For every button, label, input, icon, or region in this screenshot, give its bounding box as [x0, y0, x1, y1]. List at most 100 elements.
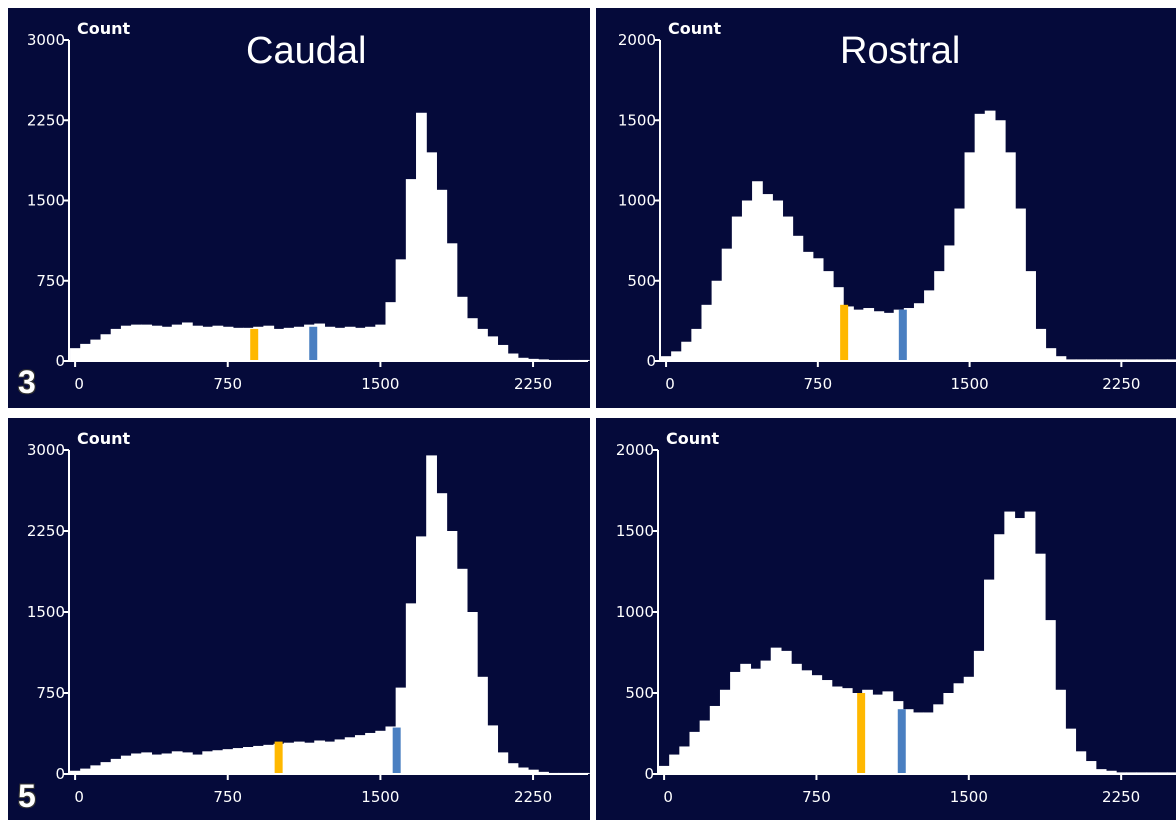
histogram-bar: [90, 339, 102, 361]
histogram-bar: [1095, 769, 1107, 774]
threshold-marker-left: [250, 328, 259, 361]
histogram-bar: [1055, 356, 1067, 361]
histogram-bar: [760, 660, 772, 774]
histogram-bar: [253, 326, 264, 361]
histogram-bar: [263, 744, 275, 774]
histogram-bar: [671, 351, 682, 361]
histogram-bar: [344, 737, 356, 774]
histogram-bar: [923, 712, 934, 774]
histogram-bar: [750, 668, 762, 774]
histogram-bar: [801, 670, 812, 774]
histogram-bar: [354, 327, 366, 361]
histogram-bar: [426, 455, 437, 774]
histogram-bar: [212, 325, 224, 361]
histogram-bar: [772, 200, 784, 361]
histogram-bar: [151, 325, 163, 361]
histogram-bar: [385, 302, 397, 361]
chart-panel-top-right: 0 500 1000 1500 2000 0 750 1500 2250 Count Rostra…: [596, 8, 1176, 408]
chart-panel-bottom-left: 0 750 1500 2250 3000 0 750 1500 2250 Count 5: [8, 418, 590, 820]
x-tick-label: 750: [802, 788, 831, 806]
histogram-bar: [181, 322, 193, 361]
histogram-bar: [263, 325, 275, 361]
histogram-bar: [517, 767, 529, 774]
histogram-bar: [202, 326, 214, 361]
histogram-bar: [902, 709, 914, 774]
histogram-bar: [131, 753, 142, 774]
histogram-bar: [944, 245, 956, 361]
histogram-bar: [100, 762, 112, 774]
row-label-bottom: 5: [18, 778, 36, 814]
y-tick-label: 2250: [27, 111, 65, 129]
histogram-bar: [314, 323, 326, 361]
histogram-bar: [709, 705, 721, 774]
histogram-bar: [497, 752, 509, 774]
histogram-bar: [954, 208, 966, 361]
histogram-bar: [721, 248, 733, 361]
x-tick-label: 0: [74, 788, 84, 806]
histogram-bar: [487, 336, 499, 361]
histogram-bar: [1024, 511, 1036, 774]
histogram-bar: [181, 752, 193, 774]
y-tick-label: 1500: [616, 522, 654, 540]
x-tick-label: 0: [663, 788, 673, 806]
histogram-bar: [232, 748, 244, 774]
histogram-bar: [833, 287, 844, 361]
histogram-bar: [538, 771, 549, 774]
y-tick-label: 2000: [618, 31, 656, 49]
histogram-bar: [517, 357, 529, 361]
histogram-bar: [151, 754, 163, 774]
y-tick-label: 0: [55, 765, 65, 783]
y-tick-label: 750: [36, 684, 65, 702]
chart-panel-bottom-right: 0 500 1000 1500 2000 0 750 1500 2250 Count: [596, 418, 1176, 820]
histogram-bar: [1035, 328, 1047, 361]
histogram-bar: [110, 758, 122, 774]
histogram-bar: [963, 676, 975, 774]
threshold-marker-right: [392, 727, 401, 774]
x-tick-label: 750: [213, 788, 242, 806]
histogram-bar: [689, 731, 701, 774]
column-title-right: Rostral: [840, 30, 961, 72]
histogram-bar: [1025, 271, 1036, 361]
histogram-bar: [405, 179, 417, 361]
histogram-bar: [752, 181, 763, 361]
histogram-bar: [943, 693, 955, 774]
histogram-bar: [80, 768, 91, 774]
histogram-bar: [161, 326, 173, 361]
histogram-bar: [974, 113, 986, 361]
histogram-bar: [669, 754, 680, 774]
histogram-bar: [862, 689, 873, 774]
histogram-bar: [791, 663, 802, 774]
histogram-bar: [446, 243, 458, 361]
histogram-bar: [487, 725, 499, 774]
histogram-bar: [141, 752, 153, 774]
histogram-bar: [780, 650, 792, 774]
histogram-bar: [924, 290, 935, 361]
histogram-bar: [984, 110, 996, 362]
histogram-bar: [740, 663, 752, 774]
histogram-bar: [1044, 620, 1056, 774]
histogram-bar: [385, 726, 397, 774]
histogram-bar: [873, 311, 885, 361]
histogram-bar: [953, 683, 965, 774]
histogram-bar: [436, 189, 448, 361]
histogram-bar: [1004, 511, 1016, 774]
histogram-bar: [100, 334, 112, 361]
histogram-bar: [527, 358, 539, 361]
histogram-bar: [70, 348, 81, 361]
histogram-bar: [80, 343, 91, 361]
histogram-bar: [853, 309, 864, 361]
threshold-marker-right: [898, 309, 907, 361]
histogram-bar: [375, 324, 387, 361]
y-axis-title: Count: [666, 429, 720, 448]
histogram-bar: [841, 688, 853, 774]
histogram-bar: [405, 603, 417, 774]
histogram-bar: [456, 296, 468, 361]
histogram-bar: [171, 324, 183, 361]
histogram-bar: [679, 746, 691, 774]
histogram-bar: [416, 536, 427, 774]
histogram-bar: [1065, 728, 1077, 774]
histogram-bar: [1075, 751, 1087, 774]
histogram-bar: [913, 303, 925, 361]
histogram-bar: [507, 763, 519, 774]
histogram-bar: [770, 647, 782, 774]
